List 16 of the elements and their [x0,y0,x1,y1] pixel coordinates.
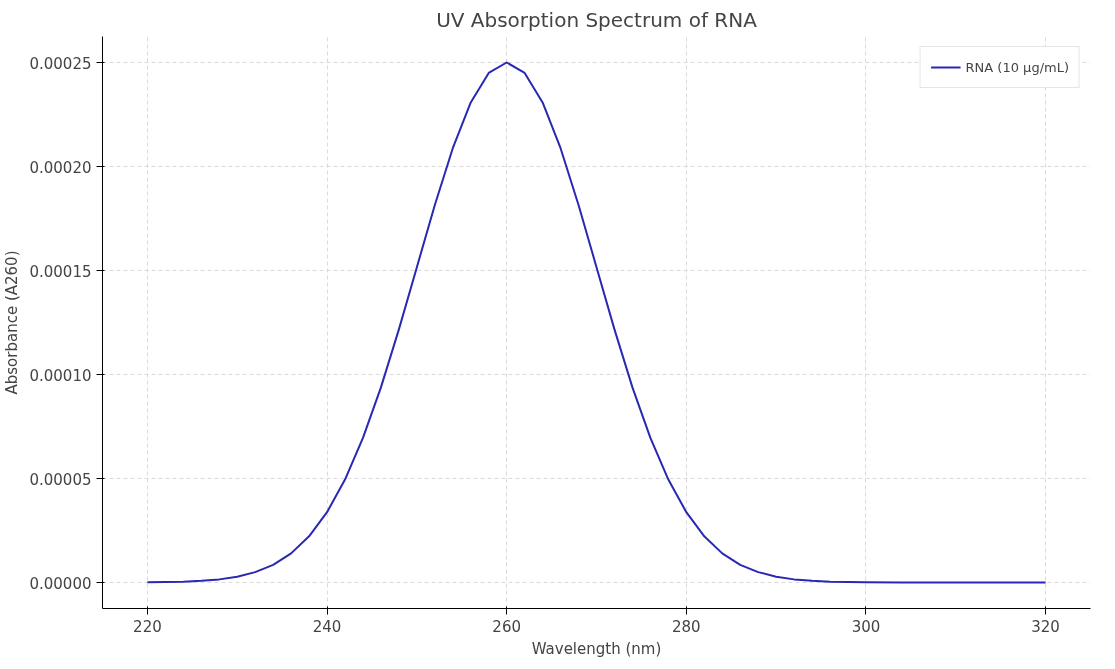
y-tick-label: 0.00020 [29,158,92,177]
y-tick-label: 0.00005 [29,470,92,489]
y-tick-label: 0.00015 [29,262,92,281]
x-tick-label: 260 [492,617,522,636]
x-tick-label: 300 [851,617,881,636]
y-tick-label: 0.00010 [29,366,92,385]
x-axis-title: Wavelength (nm) [531,639,662,658]
y-tick-label: 0.00025 [29,54,92,73]
legend-label: RNA (10 μg/mL) [965,59,1069,75]
x-tick-label: 320 [1031,617,1060,636]
y-tick-label: 0.00000 [29,574,92,593]
chart-title: UV Absorption Spectrum of RNA [436,7,758,32]
y-axis-title: Absorbance (A260) [3,250,22,395]
x-tick-label: 280 [672,617,701,636]
x-tick-label: 240 [312,617,342,636]
x-tick-label: 220 [133,617,162,636]
